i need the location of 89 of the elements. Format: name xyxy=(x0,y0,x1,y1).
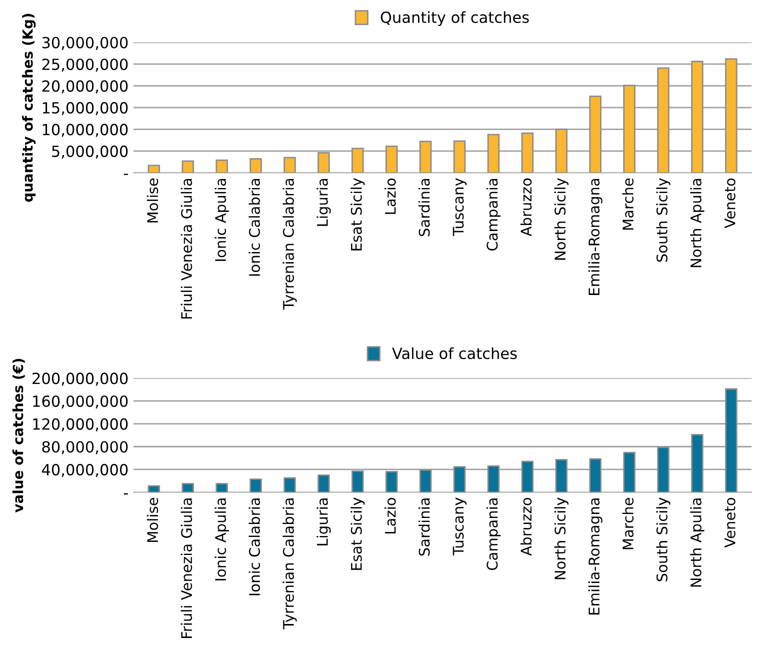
bar xyxy=(691,60,704,173)
bar xyxy=(250,158,262,173)
x-tick-label: Liguria xyxy=(316,178,331,226)
y-tick-label: 25,000,000 xyxy=(42,58,128,72)
bar xyxy=(148,485,160,492)
bar xyxy=(657,67,670,173)
bar xyxy=(385,471,398,492)
bar xyxy=(352,470,364,492)
bar xyxy=(216,483,228,492)
bar xyxy=(487,134,500,173)
bar xyxy=(453,140,466,173)
x-tick-label: Tuscany xyxy=(452,498,467,556)
x-tick-label: Tyrrenian Calabria xyxy=(282,178,297,310)
bar xyxy=(284,156,296,173)
legend-label: Value of catches xyxy=(392,347,517,360)
x-tick-label: Sardinia xyxy=(418,498,430,556)
y-axis-title: quantity of catches (Kg) xyxy=(22,14,36,202)
x-tick-label: Esat Sicily xyxy=(350,178,365,250)
x-tick-label: Marche xyxy=(622,498,634,550)
y-tick-label: 200,000,000 xyxy=(32,372,128,386)
x-tick-label: Campania xyxy=(486,178,501,251)
bar xyxy=(623,84,636,173)
bar xyxy=(385,146,398,173)
y-axis-title: value of catches (€) xyxy=(12,358,25,512)
bar xyxy=(453,466,466,492)
bar xyxy=(521,460,534,492)
x-tick-label: Friuli Venezia Giulia xyxy=(180,178,192,319)
x-tick-label: Ionic Apulia xyxy=(214,178,229,261)
bar xyxy=(419,140,432,173)
x-tick-label: Lazio xyxy=(384,178,396,214)
x-tick-label: Campania xyxy=(486,498,501,570)
bar xyxy=(487,465,500,492)
bar xyxy=(521,132,534,173)
x-tick-label: Ionic Calabria xyxy=(248,178,260,276)
bar xyxy=(725,388,738,492)
bar xyxy=(725,58,738,173)
x-tick-label: Esat Sicily xyxy=(350,498,365,570)
bar xyxy=(148,164,160,173)
bar xyxy=(250,478,262,492)
x-tick-label: Veneto xyxy=(724,178,736,228)
x-tick-label: Liguria xyxy=(316,498,331,546)
bar xyxy=(589,96,602,173)
x-tick-label: Friuli Venezia Giulia xyxy=(180,498,192,638)
x-tick-label: Tuscany xyxy=(452,178,467,236)
x-tick-label: Ionic Calabria xyxy=(248,498,260,596)
x-tick-label: Lazio xyxy=(384,498,396,534)
bar xyxy=(691,434,704,492)
y-tick-label: 120,000,000 xyxy=(33,418,128,432)
bar xyxy=(352,148,364,173)
bar xyxy=(318,152,330,173)
y-tick-label: 5,000,000 xyxy=(52,146,128,159)
bar xyxy=(657,446,670,492)
y-tick-label: 30,000,000 xyxy=(42,36,128,50)
x-tick-label: Tyrrenian Calabria xyxy=(282,498,297,630)
bar xyxy=(284,477,296,492)
x-tick-label: Ionic Apulia xyxy=(214,498,229,580)
x-tick-label: South Sicily xyxy=(656,498,670,582)
x-tick-label: Abruzzo xyxy=(520,498,532,556)
bar xyxy=(623,452,636,492)
bar xyxy=(555,128,568,173)
x-tick-label: Abruzzo xyxy=(520,178,532,236)
x-tick-label: Emilia-Romagna xyxy=(588,498,602,614)
bar xyxy=(182,483,194,492)
bar xyxy=(419,469,432,492)
x-tick-label: Emilia-Romagna xyxy=(588,178,602,295)
y-tick-label: - xyxy=(124,174,128,176)
bar xyxy=(182,160,194,173)
x-tick-label: North Sicily xyxy=(554,178,568,260)
y-tick-label: - xyxy=(124,493,128,494)
bar xyxy=(555,459,568,492)
legend-label: Quantity of catches xyxy=(380,11,529,26)
x-tick-label: Sardinia xyxy=(418,178,430,236)
x-tick-label: Marche xyxy=(622,178,634,230)
y-tick-label: 40,000,000 xyxy=(42,464,128,478)
y-tick-label: 20,000,000 xyxy=(42,80,128,94)
x-tick-label: Molise xyxy=(146,178,158,222)
y-tick-label: 160,000,000 xyxy=(33,395,128,409)
y-tick-label: 15,000,000 xyxy=(42,102,128,116)
bar xyxy=(589,458,602,492)
x-tick-label: Veneto xyxy=(724,498,736,548)
x-tick-label: North Sicily xyxy=(554,498,568,580)
y-tick-label: 10,000,000 xyxy=(42,124,128,137)
x-tick-label: South Sicily xyxy=(656,178,670,262)
x-tick-label: North Apulia xyxy=(690,498,704,587)
x-tick-label: North Apulia xyxy=(690,178,704,268)
x-tick-label: Molise xyxy=(146,498,158,542)
bar xyxy=(318,474,330,492)
bar xyxy=(216,159,228,173)
y-tick-label: 80,000,000 xyxy=(42,441,128,454)
